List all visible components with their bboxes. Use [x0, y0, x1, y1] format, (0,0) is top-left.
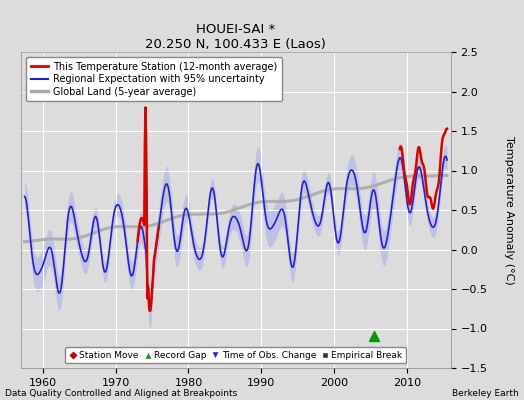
Legend: Station Move, Record Gap, Time of Obs. Change, Empirical Break: Station Move, Record Gap, Time of Obs. C… [66, 347, 406, 364]
Title: HOUEI-SAI *
20.250 N, 100.433 E (Laos): HOUEI-SAI * 20.250 N, 100.433 E (Laos) [145, 23, 326, 51]
Text: Data Quality Controlled and Aligned at Breakpoints: Data Quality Controlled and Aligned at B… [5, 389, 237, 398]
Text: Berkeley Earth: Berkeley Earth [452, 389, 519, 398]
Y-axis label: Temperature Anomaly (°C): Temperature Anomaly (°C) [504, 136, 514, 284]
